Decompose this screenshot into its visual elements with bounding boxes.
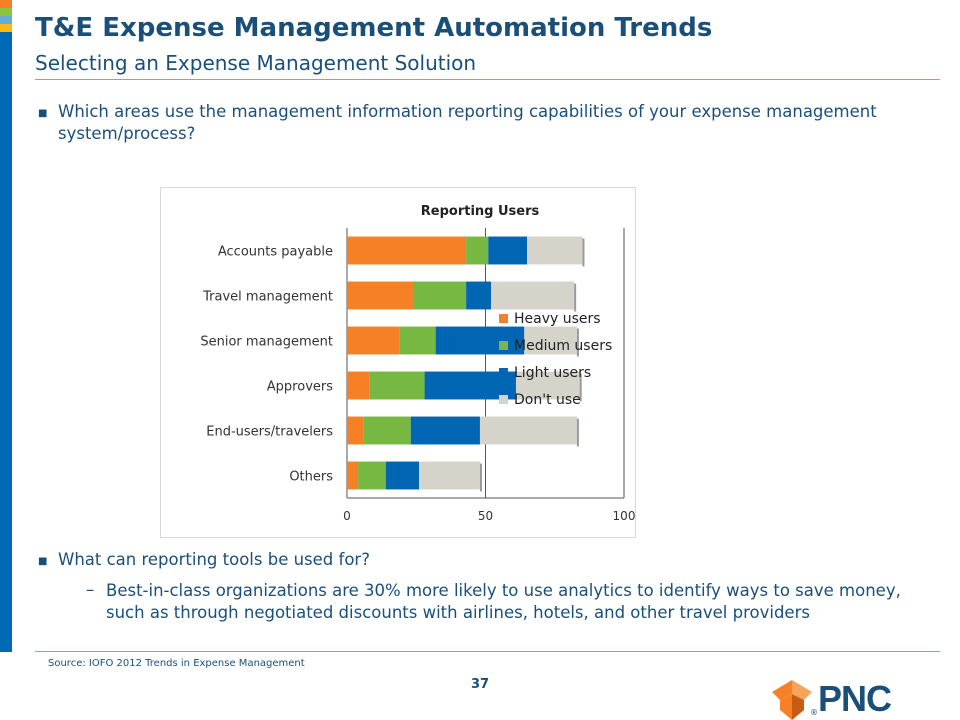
bar-shadow: [582, 238, 585, 267]
question-1-text: Which areas use the management informati…: [58, 102, 877, 143]
legend-swatch: [499, 395, 508, 404]
edge-accent-green: [0, 8, 12, 16]
category-label: Approvers: [267, 380, 333, 395]
category-label: Accounts payable: [218, 245, 333, 260]
bar-segment: [347, 281, 414, 310]
title-divider: [35, 79, 940, 80]
edge-accent-yellow: [0, 24, 12, 32]
pnc-logo-icon: [772, 680, 812, 720]
bar-segment: [399, 326, 436, 355]
bar-segment: [527, 236, 583, 265]
reporting-users-chart: Reporting Users 0 50 100 Accounts payable Tra…: [200, 204, 635, 523]
bar-segment: [347, 461, 359, 490]
bar-segment: [466, 236, 489, 265]
category-label: Senior management: [200, 335, 333, 350]
bar-segment: [413, 281, 467, 310]
left-edge-bar: [0, 0, 12, 652]
x-tick-label: 50: [478, 509, 493, 523]
slide-title: T&E Expense Management Automation Trends: [35, 13, 713, 43]
legend-label: Light users: [514, 365, 591, 381]
bar-segment: [410, 416, 480, 445]
bar-segment: [466, 281, 492, 310]
bar-segment: [524, 326, 577, 355]
bar-segment: [347, 326, 400, 355]
x-tick-label: 100: [613, 509, 635, 523]
bar-segment: [479, 416, 577, 445]
bar-shadow: [479, 463, 482, 492]
bar-shadow: [579, 373, 582, 402]
legend-label: Medium users: [514, 338, 612, 354]
bar-segment: [347, 416, 364, 445]
chart-title: Reporting Users: [421, 204, 540, 219]
bar-segment: [488, 236, 528, 265]
edge-accent-orange: [0, 0, 12, 8]
slide-subtitle: Selecting an Expense Management Solution: [35, 51, 477, 75]
bar-shadow: [574, 283, 577, 312]
legend-label: Don't use: [514, 392, 581, 408]
question-2-sub-text: Best-in-class organizations are 30% more…: [106, 581, 901, 622]
page-number: 37: [470, 677, 490, 692]
registered-mark: ®: [810, 708, 818, 717]
chart-container: Reporting Users 0 50 100 Accounts payable Tra…: [160, 187, 636, 538]
legend-swatch: [499, 314, 508, 323]
bar-segment: [347, 236, 467, 265]
bar-segment: [369, 371, 425, 400]
bar-segment: [385, 461, 420, 490]
legend-swatch: [499, 368, 508, 377]
bar-segment: [515, 371, 580, 400]
legend-swatch: [499, 341, 508, 350]
x-tick-label: 0: [343, 509, 351, 523]
bar-segment: [347, 371, 370, 400]
edge-accent-lightblue: [0, 16, 12, 24]
pnc-logo-text: PNC: [818, 678, 892, 719]
category-label: Travel management: [202, 290, 333, 305]
legend-label: Heavy users: [514, 311, 601, 327]
bar-segment: [358, 461, 386, 490]
source-note: Source: IOFO 2012 Trends in Expense Mana…: [48, 658, 305, 669]
bar-segment: [491, 281, 575, 310]
bar-segment: [363, 416, 411, 445]
category-label: Others: [289, 470, 333, 485]
footer-divider: [35, 651, 940, 652]
bar-shadow: [576, 418, 579, 447]
bar-segment: [419, 461, 480, 490]
bullet-marker: ■: [38, 108, 48, 119]
question-2-text: What can reporting tools be used for?: [58, 550, 370, 569]
sub-bullet-dash: –: [86, 580, 95, 599]
category-label: End-users/travelers: [206, 425, 333, 440]
bullet-marker: ■: [38, 556, 48, 567]
bar-segment: [435, 326, 525, 355]
bar-shadow: [576, 328, 579, 357]
